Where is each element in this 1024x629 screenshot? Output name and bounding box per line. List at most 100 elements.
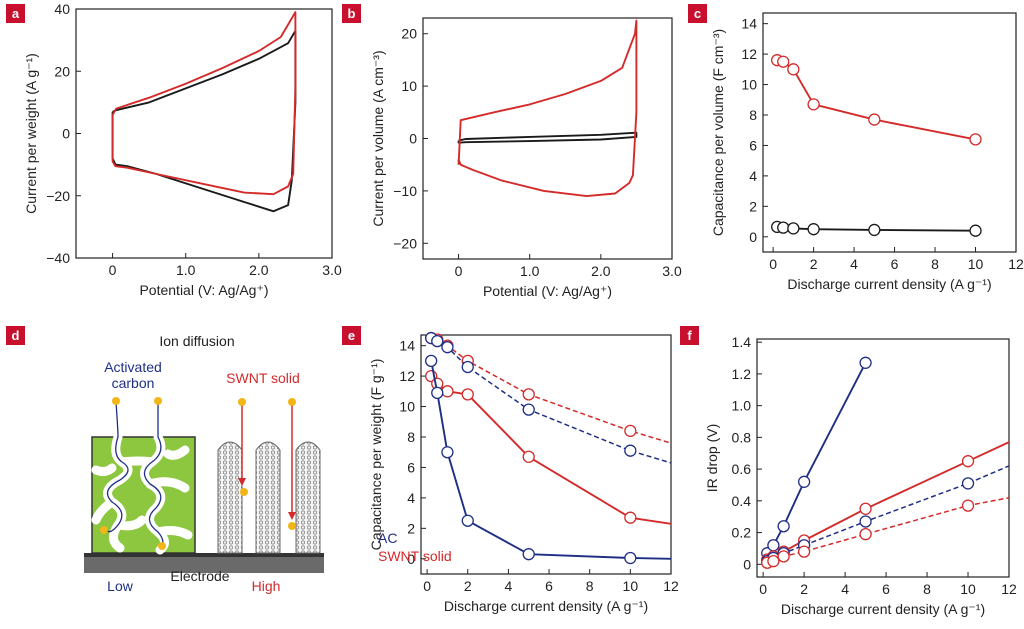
chart-b-cv-per-volume: 0 1.0 2.0 3.0 −20 −10 0 10 20 Potential (V: Ag/Ag… [370,17,682,299]
ion-ac-2 [154,397,162,405]
series-line-ac-black- [111,29,297,213]
svg-text:f: f [687,328,692,343]
ion-ac-1 [112,397,120,405]
legend-swnt-solid: SWNT solid [378,548,452,564]
panel-label-d: d [6,326,25,345]
label-electrode: Electrode [170,568,229,584]
svg-text:e: e [348,328,355,343]
chart-c-capacitance-per-volume: 0 2 4 6 8 10 12 0 2 4 6 8 10 12 14 Discharge current de… [710,12,1024,292]
y-tick-label: 12 [399,368,415,384]
x-axis-label: Potential (V: Ag/Ag⁺) [483,283,612,299]
legend-ac: AC [378,530,397,546]
swnt-label: SWNT solid [226,370,300,386]
swnt-arrowhead-1 [238,478,246,486]
x-tick-label: 10 [960,581,976,597]
y-tick-label: −10 [393,183,417,199]
ion-swnt-3 [240,488,248,496]
data-point [797,475,811,488]
y-tick-label: 1.0 [732,398,752,414]
data-point [969,133,982,146]
data-point [461,360,474,374]
y-axis-label: Current per volume (A cm⁻³) [370,50,386,226]
x-axis-label: Discharge current density (A g⁻¹) [444,598,648,614]
electrode-base [84,553,324,573]
x-tick-label: 2 [800,581,808,597]
data-point [624,511,637,524]
data-point [797,545,811,558]
y-tick-label: −20 [393,235,417,251]
panel-label-c: c [688,4,707,23]
y-tick-label: 14 [741,16,757,32]
data-point [777,520,790,533]
series-line-swnt-solid [776,59,976,141]
plot-frame [420,334,672,575]
ion-swnt-1 [238,398,246,406]
y-tick-label: 1.4 [732,334,752,350]
chart-f-ir-drop: 0 2 4 6 8 10 12 0 0.2 0.4 0.6 0.8 1.0 1.2 1.4 Discharge… [704,334,1017,617]
y-tick-label: 0 [62,126,70,142]
y-tick-label: 6 [749,137,757,153]
electrode-edge [84,553,324,557]
data-point [441,341,454,354]
ion-ac-4 [158,542,166,550]
ion-swnt-2 [288,398,296,406]
x-tick-label: 3.0 [322,262,342,278]
x-tick-label: 0 [109,262,117,278]
data-point [969,224,982,237]
y-tick-label: 0 [409,131,417,147]
y-tick-label: 20 [401,26,417,42]
data-point [859,356,872,369]
ac-diffusion-paths [105,401,164,547]
data-point [522,450,535,463]
series-line-swnt-solid-red- [111,11,297,196]
y-tick-label: 4 [407,490,415,506]
y-tick-label: 2 [407,520,415,536]
x-axis-label: Potential (V: Ag/Ag⁺) [139,282,268,298]
panel-label-a: a [6,4,25,23]
data-point [461,514,474,527]
data-point [624,551,637,565]
x-tick-label: 2 [810,256,818,272]
y-tick-label: −40 [46,250,70,266]
x-tick-label: 2.0 [249,262,269,278]
x-tick-label: 8 [931,256,939,272]
x-tick-label: 4 [504,578,512,594]
y-tick-label: 2 [749,198,757,214]
data-point [868,223,881,237]
y-tick-label: 8 [749,107,757,123]
data-point [787,63,800,76]
series-line-swnt-solid-red- [457,19,638,198]
x-tick-label: 2.0 [591,263,611,279]
ac-label-2: carbon [112,375,155,391]
x-tick-label: 1.0 [176,262,196,278]
label-high: High [252,578,281,594]
y-tick-label: 0.8 [732,429,752,445]
x-tick-label: 4 [841,581,849,597]
x-tick-label: 0 [759,581,767,597]
x-tick-label: 12 [1001,581,1017,597]
y-tick-label: 4 [749,168,757,184]
data-point [441,385,454,398]
ion-ac-3 [100,526,108,534]
swnt-arrowhead-2 [288,512,296,520]
svg-text:c: c [694,6,701,21]
data-point [777,550,790,563]
y-tick-label: 0.2 [732,525,752,541]
y-tick-label: 10 [399,399,415,415]
svg-text:a: a [12,6,20,21]
x-tick-label: 3.0 [662,263,682,279]
x-axis-label: Discharge current density (A g⁻¹) [787,276,991,292]
data-point [624,444,637,457]
x-tick-label: 10 [623,578,639,594]
y-axis-label: Current per weight (A g⁻¹) [23,53,39,214]
data-point [777,55,790,68]
data-point [961,477,975,490]
ion-swnt-4 [288,522,296,530]
data-point [859,502,872,515]
series-line-ac-black- [457,131,638,144]
y-axis-label: Capacitance per weight (F g⁻¹) [368,359,384,551]
x-tick-label: 1.0 [520,263,540,279]
plot-frame [762,12,1017,253]
y-tick-label: 0 [407,551,415,567]
